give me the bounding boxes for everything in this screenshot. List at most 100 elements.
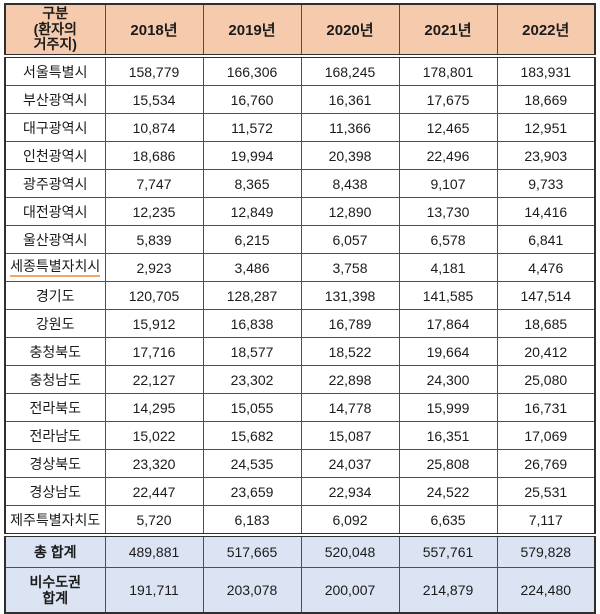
value-cell: 166,306 (202, 55, 302, 87)
grand-total-label: 총 합계 (4, 533, 106, 569)
total-value-cell: 214,879 (398, 567, 498, 614)
year-header-2018: 2018년 (104, 3, 204, 59)
year-header-2022: 2022년 (496, 3, 596, 59)
value-cell: 16,351 (398, 421, 498, 451)
value-cell: 6,635 (398, 505, 498, 536)
value-cell: 6,057 (300, 225, 400, 255)
value-cell: 17,675 (398, 85, 498, 115)
value-cell: 6,092 (300, 505, 400, 536)
value-cell: 19,994 (202, 141, 302, 171)
nonmetro-total-label: 비수도권 합계 (4, 567, 106, 614)
region-row-jeonbuk: 전라북도 14,295 15,055 14,778 15,999 16,731 (4, 393, 596, 423)
region-row-busan: 부산광역시 15,534 16,760 16,361 17,675 18,669 (4, 85, 596, 115)
value-cell: 9,733 (496, 169, 596, 199)
value-cell: 15,682 (202, 421, 302, 451)
value-cell: 18,522 (300, 337, 400, 367)
region-row-seoul: 서울특별시 158,779 166,306 168,245 178,801 18… (4, 55, 596, 87)
value-cell: 17,069 (496, 421, 596, 451)
value-cell: 2,923 (104, 253, 204, 283)
value-cell: 158,779 (104, 55, 204, 87)
value-cell: 15,912 (104, 309, 204, 339)
corner-header: 구분 (환자의 거주지) (4, 3, 106, 59)
value-cell: 22,496 (398, 141, 498, 171)
value-cell: 168,245 (300, 55, 400, 87)
region-row-gwangju: 광주광역시 7,747 8,365 8,438 9,107 9,733 (4, 169, 596, 199)
value-cell: 12,951 (496, 113, 596, 143)
value-cell: 10,874 (104, 113, 204, 143)
value-cell: 131,398 (300, 281, 400, 311)
value-cell: 24,300 (398, 365, 498, 395)
value-cell: 6,183 (202, 505, 302, 536)
region-name-cell: 경상남도 (4, 477, 106, 507)
value-cell: 8,365 (202, 169, 302, 199)
header-row: 구분 (환자의 거주지) 2018년 2019년 2020년 2021년 202… (4, 3, 596, 59)
value-cell: 15,055 (202, 393, 302, 423)
value-cell: 14,778 (300, 393, 400, 423)
value-cell: 23,320 (104, 449, 204, 479)
region-name-cell: 대전광역시 (4, 197, 106, 227)
total-value-cell: 191,711 (104, 567, 204, 614)
value-cell: 11,366 (300, 113, 400, 143)
value-cell: 24,037 (300, 449, 400, 479)
value-cell: 13,730 (398, 197, 498, 227)
region-name-cell: 울산광역시 (4, 225, 106, 255)
value-cell: 18,669 (496, 85, 596, 115)
region-name-cell: 경기도 (4, 281, 106, 311)
region-name-cell: 서울특별시 (4, 55, 106, 87)
region-name-cell: 전라북도 (4, 393, 106, 423)
value-cell: 11,572 (202, 113, 302, 143)
region-name-cell: 충청남도 (4, 365, 106, 395)
value-cell: 12,849 (202, 197, 302, 227)
value-cell: 20,398 (300, 141, 400, 171)
region-name-cell: 강원도 (4, 309, 106, 339)
value-cell: 24,535 (202, 449, 302, 479)
region-row-gyeongbuk: 경상북도 23,320 24,535 24,037 25,808 26,769 (4, 449, 596, 479)
value-cell: 19,664 (398, 337, 498, 367)
region-row-gangwon: 강원도 15,912 16,838 16,789 17,864 18,685 (4, 309, 596, 339)
value-cell: 12,235 (104, 197, 204, 227)
total-value-cell: 517,665 (202, 533, 302, 569)
region-row-ulsan: 울산광역시 5,839 6,215 6,057 6,578 6,841 (4, 225, 596, 255)
region-row-gyeongnam: 경상남도 22,447 23,659 22,934 24,522 25,531 (4, 477, 596, 507)
value-cell: 22,127 (104, 365, 204, 395)
value-cell: 178,801 (398, 55, 498, 87)
total-value-cell: 200,007 (300, 567, 400, 614)
value-cell: 25,080 (496, 365, 596, 395)
value-cell: 18,686 (104, 141, 204, 171)
value-cell: 128,287 (202, 281, 302, 311)
year-header-2019: 2019년 (202, 3, 302, 59)
value-cell: 3,486 (202, 253, 302, 283)
region-row-daegu: 대구광역시 10,874 11,572 11,366 12,465 12,951 (4, 113, 596, 143)
value-cell: 16,731 (496, 393, 596, 423)
value-cell: 183,931 (496, 55, 596, 87)
region-row-jeju: 제주특별자치도 5,720 6,183 6,092 6,635 7,117 (4, 505, 596, 536)
value-cell: 5,720 (104, 505, 204, 536)
value-cell: 24,522 (398, 477, 498, 507)
value-cell: 7,747 (104, 169, 204, 199)
value-cell: 23,659 (202, 477, 302, 507)
year-header-2021: 2021년 (398, 3, 498, 59)
value-cell: 23,903 (496, 141, 596, 171)
value-cell: 4,476 (496, 253, 596, 283)
region-row-gyeonggi: 경기도 120,705 128,287 131,398 141,585 147,… (4, 281, 596, 311)
value-cell: 16,838 (202, 309, 302, 339)
value-cell: 22,447 (104, 477, 204, 507)
value-cell: 5,839 (104, 225, 204, 255)
value-cell: 14,295 (104, 393, 204, 423)
region-name-cell: 충청북도 (4, 337, 106, 367)
region-name-cell: 제주특별자치도 (4, 505, 106, 536)
value-cell: 12,465 (398, 113, 498, 143)
value-cell: 6,841 (496, 225, 596, 255)
region-row-chungbuk: 충청북도 17,716 18,577 18,522 19,664 20,412 (4, 337, 596, 367)
value-cell: 16,760 (202, 85, 302, 115)
value-cell: 26,769 (496, 449, 596, 479)
region-name-cell: 세종특별자치시 (4, 253, 106, 283)
value-cell: 12,890 (300, 197, 400, 227)
value-cell: 147,514 (496, 281, 596, 311)
total-value-cell: 224,480 (496, 567, 596, 614)
total-value-cell: 579,828 (496, 533, 596, 569)
region-row-chungnam: 충청남도 22,127 23,302 22,898 24,300 25,080 (4, 365, 596, 395)
value-cell: 17,716 (104, 337, 204, 367)
region-name-cell: 광주광역시 (4, 169, 106, 199)
value-cell: 17,864 (398, 309, 498, 339)
